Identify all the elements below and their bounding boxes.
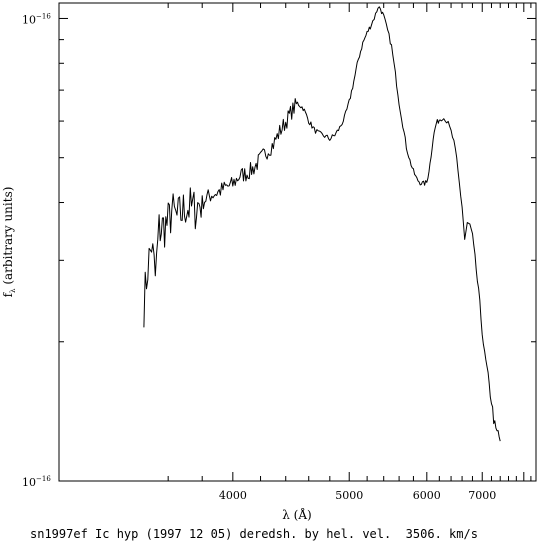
spectrum-series-line [143, 6, 501, 442]
x-tick-label: 5000 [335, 489, 363, 502]
x-axis-label: λ (Å) [282, 507, 311, 522]
y-tick-label: 10−16 [22, 12, 51, 26]
y-tick-label: 10−16 [22, 475, 51, 489]
y-axis-ticks: 10−16 10−16 [22, 12, 536, 489]
x-tick-label: 4000 [219, 489, 247, 502]
x-tick-label: 6000 [413, 489, 441, 502]
y-axis-label: fλ (arbitrary units) [1, 187, 17, 298]
x-axis-ticks: 4000 5000 6000 7000 [167, 3, 532, 502]
chart-caption: sn1997ef Ic hyp (1997 12 05) deredsh. by… [30, 527, 478, 541]
y-axis-label-group: fλ (arbitrary units) [1, 187, 17, 298]
x-tick-label: 7000 [468, 489, 496, 502]
plot-frame [58, 2, 537, 482]
